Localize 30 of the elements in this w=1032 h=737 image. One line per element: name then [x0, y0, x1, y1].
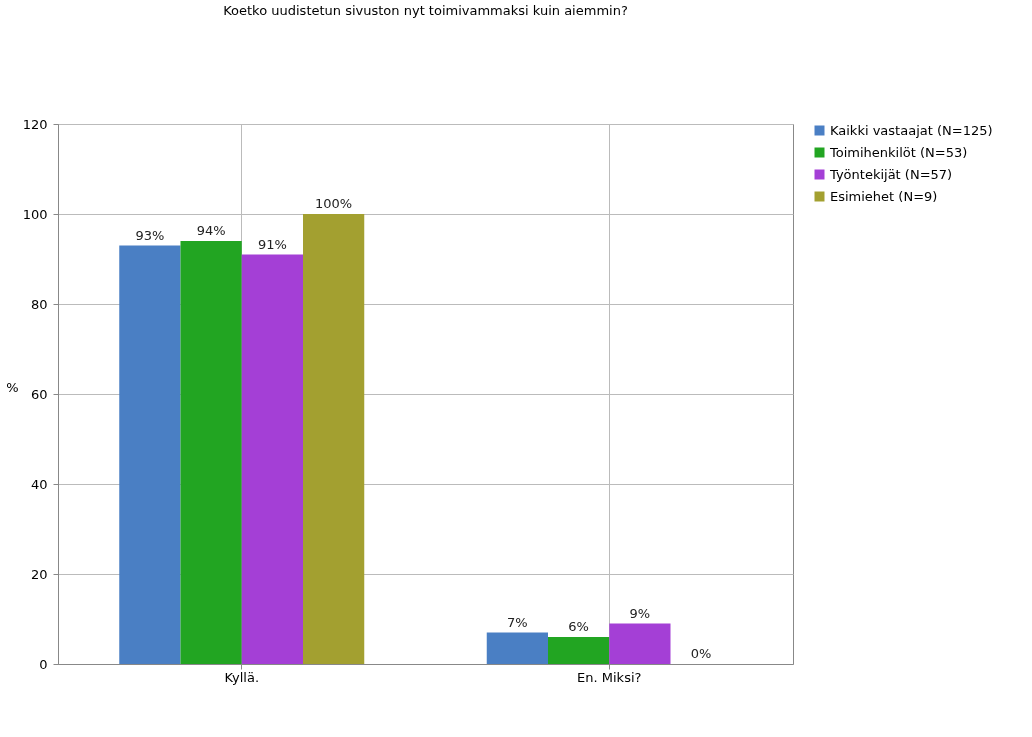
y-tick-label: 80 [30, 296, 48, 312]
text: 6% [568, 619, 589, 634]
chart-title: Koetko uudistetun sivuston nyt toimivammaksi kuin aiemmin? [223, 3, 628, 18]
y-tick-label: 20 [30, 566, 48, 582]
x-tick-label: En. Miksi? [577, 669, 642, 685]
text: 0% [690, 646, 712, 661]
text: 100% [315, 196, 353, 211]
bar [119, 245, 181, 664]
legend-label: Kaikki vastaajat (N=125) [830, 122, 993, 138]
bar [241, 254, 303, 664]
bar [609, 623, 671, 664]
text: 93% [135, 227, 165, 243]
bar [486, 632, 548, 664]
text: 91% [257, 236, 287, 252]
legend-label: Työntekijät (N=57) [829, 166, 953, 182]
y-tick-label: 120 [22, 116, 48, 132]
y-tick-label: 60 [30, 386, 48, 402]
y-tick-label: 40 [30, 476, 48, 492]
legend-label: Toimihenkilöt (N=53) [829, 144, 968, 160]
bar [303, 214, 365, 664]
legend-label: Esimiehet (N=9) [830, 188, 938, 204]
text: 94% [196, 223, 226, 238]
y-axis-title: % [6, 379, 19, 395]
y-tick-label: 0 [39, 656, 48, 672]
y-tick-label: 100 [22, 206, 48, 222]
x-tick-label: Kyllä. [224, 669, 260, 685]
text: 7% [507, 614, 528, 630]
bar [180, 241, 242, 664]
bar [548, 637, 610, 664]
text: 9% [629, 605, 651, 621]
